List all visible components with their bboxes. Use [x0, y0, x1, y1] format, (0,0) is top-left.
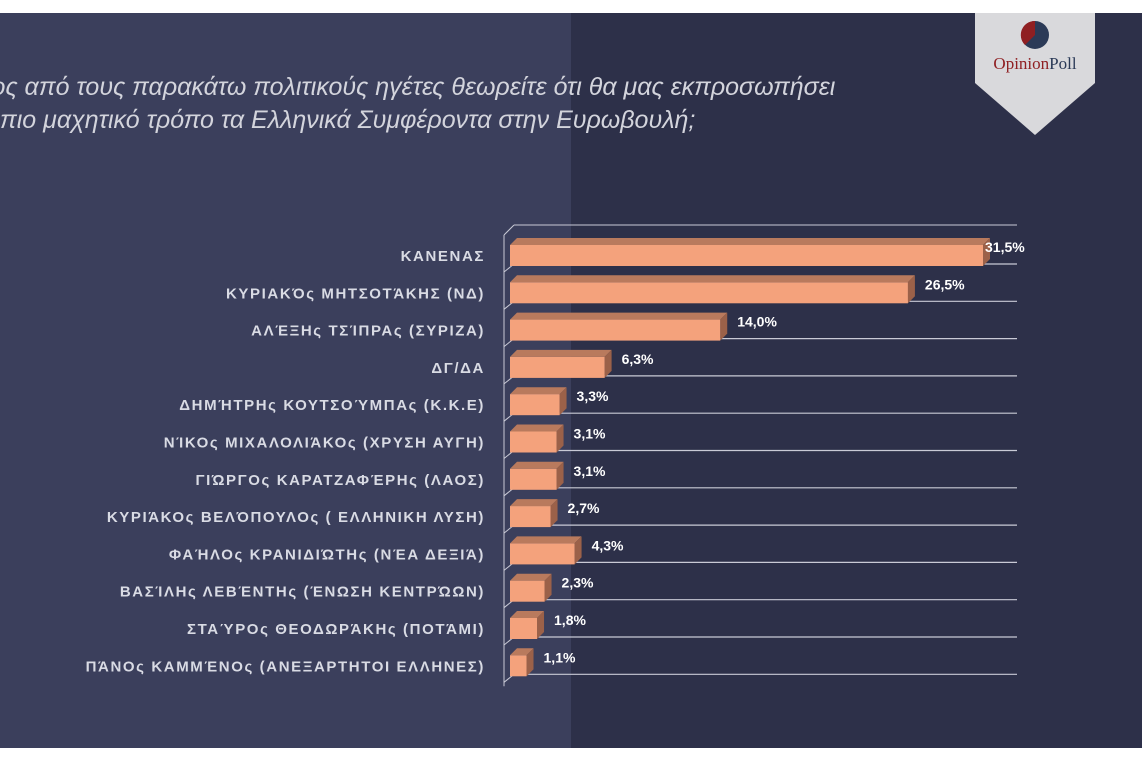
question-line-1: ιος από τους παρακάτω πολιτικούς ηγέτες … — [0, 73, 836, 101]
bar-side — [556, 424, 564, 453]
question-line-2: πιο μαχητικό τρόπο τα Ελληνικά Συμφέροντ… — [0, 106, 696, 134]
value-label: 3,1% — [574, 426, 606, 442]
logo-word-poll: Poll — [1049, 54, 1077, 73]
bar-top — [510, 461, 564, 469]
category-label: ΑΛΈΞΗς ΤΣΊΠΡΑς (ΣΥΡΙΖΑ) — [251, 323, 485, 340]
logo-wordmark: OpinionPoll — [975, 54, 1095, 74]
slide-background: ιος από τους παρακάτω πολιτικούς ηγέτες … — [0, 13, 1142, 748]
value-label: 3,3% — [577, 388, 609, 404]
bar — [510, 543, 575, 565]
value-label: 31,5% — [985, 239, 1025, 255]
logo-word-opinion: Opinion — [993, 54, 1050, 73]
value-label: 1,8% — [554, 612, 586, 628]
bar — [510, 618, 538, 639]
opinion-poll-logo: OpinionPoll — [975, 13, 1095, 137]
left-panel — [0, 13, 571, 748]
chart-wall-top — [503, 224, 515, 236]
category-label: ΔΓ/ΔΑ — [431, 360, 485, 377]
bar — [510, 319, 721, 341]
bar-top — [510, 349, 612, 357]
bar-top — [510, 648, 534, 656]
bar-top — [510, 387, 567, 395]
category-label: ΣΤΑΎΡΟς ΘΕΟΔΩΡΆΚΗς (ΠΟΤΆΜΙ) — [187, 621, 485, 638]
bar — [510, 245, 983, 266]
bar — [510, 580, 545, 602]
bar — [510, 282, 908, 304]
bar-chart: ΚΑΝΕΝΑΣ 31,5% ΚΥΡΙΑΚΌς ΜΗΤΣΟΤΆΚΗΣ (ΝΔ) 26,5… — [86, 224, 1025, 687]
bar-side — [604, 349, 612, 378]
category-label: ΚΥΡΙΑΚΌς ΜΗΤΣΟΤΆΚΗΣ (ΝΔ) — [226, 285, 485, 302]
value-label: 4,3% — [592, 537, 624, 553]
bar-side — [526, 648, 534, 677]
bar-side — [550, 499, 558, 528]
bar-top — [510, 573, 552, 581]
question-title: ιος από τους παρακάτω πολιτικούς ηγέτες … — [0, 71, 980, 137]
value-label: 3,1% — [574, 463, 606, 479]
bar-top — [510, 499, 558, 507]
category-label: ΚΥΡΙΆΚΟς ΒΕΛΌΠΟΥΛΟς ( ΕΛΛΗΝΙΚΗ ΛΥΣΗ) — [107, 509, 485, 526]
category-label: ΒΑΣΊΛΗς ΛΕΒΈΝΤΗς (ΈΝΩΣΗ ΚΕΝΤΡΏΩΝ) — [120, 584, 485, 601]
bar-top — [510, 424, 564, 432]
bar-side — [556, 461, 564, 490]
category-label: ΓΙΏΡΓΟς ΚΑΡΑΤΖΑΦΈΡΗς (ΛΑΟΣ) — [195, 472, 485, 489]
value-label: 14,0% — [737, 314, 777, 330]
category-label: ΝΊΚΟς ΜΙΧΑΛΟΛΙΆΚΟς (ΧΡΥΣΗ ΑΥΓΗ) — [164, 435, 485, 452]
bar-top — [510, 536, 582, 544]
bar — [510, 356, 605, 378]
bar — [510, 506, 551, 528]
bar-top — [510, 312, 728, 320]
bar-side — [983, 238, 990, 266]
value-label: 6,3% — [622, 351, 654, 367]
bar-side — [574, 536, 582, 565]
bar-side — [907, 275, 915, 304]
value-label: 2,7% — [568, 500, 600, 516]
value-label: 1,1% — [544, 649, 576, 665]
bar — [510, 655, 527, 677]
value-label: 26,5% — [925, 276, 965, 292]
category-label: ΠΆΝΟς ΚΑΜΜΈΝΟς (ΑΝΕΞΑΡΤΗΤΟΙ ΕΛΛΗΝΕΣ) — [86, 658, 485, 675]
logo-badge — [975, 13, 1095, 135]
bar — [510, 431, 557, 453]
category-label: ΔΗΜΉΤΡΗς ΚΟΥΤΣΟΎΜΠΑς (Κ.Κ.Ε) — [179, 397, 485, 414]
bar-side — [544, 573, 552, 602]
bar-top — [510, 238, 990, 245]
bar-top — [510, 611, 545, 618]
logo-circle-red — [1020, 20, 1035, 45]
category-label: ΚΑΝΕΝΑΣ — [401, 248, 485, 265]
bar-top — [510, 275, 915, 283]
bar — [510, 394, 560, 416]
bar-side — [720, 312, 728, 341]
bar-side — [537, 611, 545, 639]
category-label: ΦΑΉΛΟς ΚΡΑΝΙΔΙΏΤΗς (ΝΈΑ ΔΕΞΙΆ) — [169, 546, 485, 563]
value-label: 2,3% — [562, 575, 594, 591]
bar-side — [559, 387, 567, 416]
bar — [510, 468, 557, 490]
